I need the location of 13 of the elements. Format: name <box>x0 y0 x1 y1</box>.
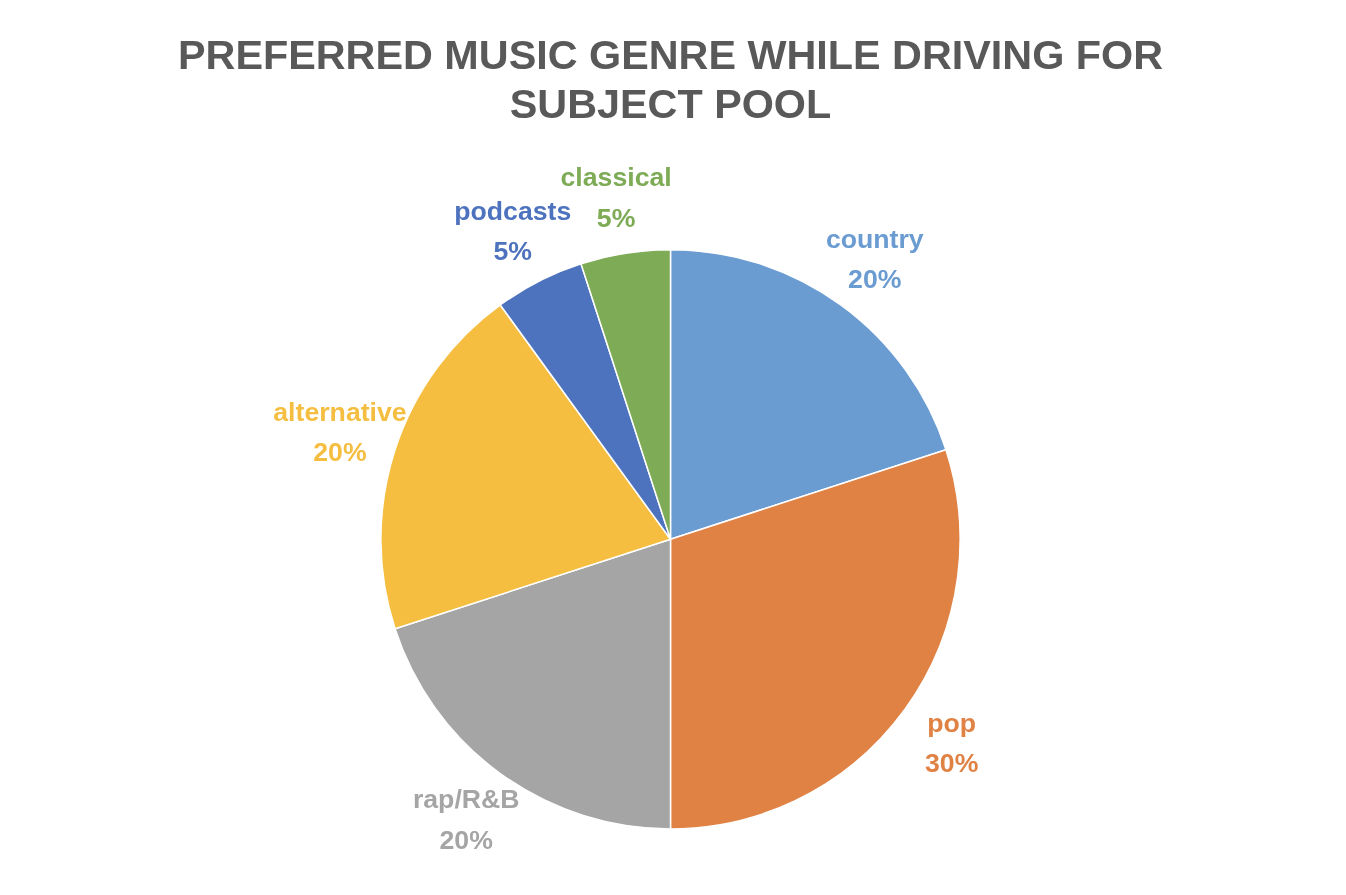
slice-label: pop <box>927 707 977 738</box>
data-label: 5% <box>493 235 532 266</box>
slice-label: podcasts <box>454 195 572 226</box>
slice-label: alternative <box>273 397 407 428</box>
data-label: 20% <box>848 264 902 295</box>
data-label: 30% <box>925 747 979 778</box>
slice-label: classical <box>560 162 672 193</box>
data-label: 5% <box>596 202 636 233</box>
slice-label: rap/R&B <box>412 784 520 815</box>
data-label: 20% <box>439 824 493 855</box>
slice-label: country <box>825 223 924 254</box>
chart-title: PREFERRED MUSIC GENRE WHILE DRIVING FOR SUBJECT POOL <box>177 31 1164 127</box>
data-label: 20% <box>313 437 367 468</box>
